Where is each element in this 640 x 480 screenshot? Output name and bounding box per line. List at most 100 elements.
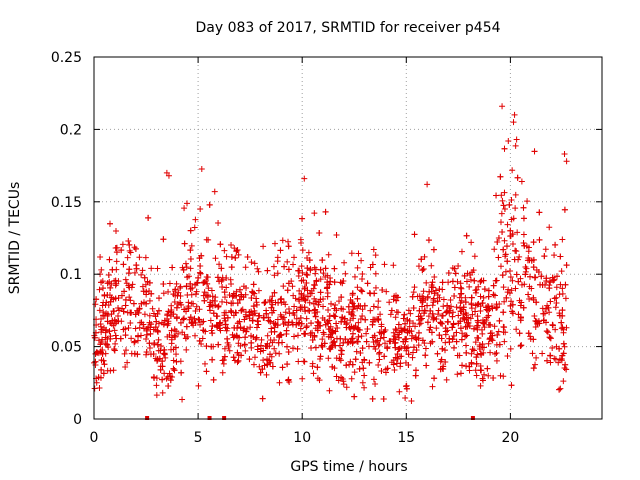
- data-point: [219, 284, 226, 291]
- data-point: [490, 375, 497, 382]
- data-point: [439, 312, 446, 319]
- data-point: [378, 330, 385, 337]
- zero-value-marker: [207, 416, 212, 420]
- data-point: [210, 310, 217, 317]
- data-point: [381, 261, 388, 268]
- data-point: [279, 339, 286, 346]
- data-point: [206, 303, 213, 310]
- data-point: [540, 317, 547, 324]
- data-point: [129, 281, 136, 288]
- data-point: [425, 313, 432, 320]
- data-point: [472, 287, 479, 294]
- data-point: [205, 236, 212, 243]
- data-point: [500, 373, 507, 380]
- data-point: [419, 337, 426, 344]
- data-point: [274, 322, 281, 329]
- data-point: [200, 318, 207, 325]
- data-point: [434, 350, 441, 357]
- data-point: [481, 324, 488, 331]
- data-point: [125, 325, 132, 332]
- data-point: [417, 297, 424, 304]
- data-point: [317, 353, 324, 360]
- data-point: [98, 366, 105, 373]
- data-point: [335, 298, 342, 305]
- data-point: [429, 310, 436, 317]
- data-point: [167, 377, 174, 384]
- data-point: [485, 293, 492, 300]
- data-point: [216, 261, 223, 268]
- data-point: [402, 336, 409, 343]
- data-point: [449, 324, 456, 331]
- data-point: [398, 344, 405, 351]
- data-point: [426, 288, 433, 295]
- data-point: [496, 317, 503, 324]
- data-point: [264, 361, 271, 368]
- data-point: [177, 319, 184, 326]
- data-point: [263, 343, 270, 350]
- data-point: [461, 316, 468, 323]
- data-point: [512, 205, 519, 212]
- data-point: [349, 361, 356, 368]
- data-point: [444, 318, 451, 325]
- data-point: [345, 303, 352, 310]
- data-point: [299, 269, 306, 276]
- data-point: [109, 266, 116, 273]
- data-point: [417, 320, 424, 327]
- data-point: [210, 376, 217, 383]
- data-point: [189, 319, 196, 326]
- data-point: [179, 396, 186, 403]
- data-point: [421, 307, 428, 314]
- data-point: [188, 242, 195, 249]
- data-point: [196, 269, 203, 276]
- data-point: [110, 308, 117, 315]
- data-point: [520, 304, 527, 311]
- data-point: [108, 294, 115, 301]
- data-point: [469, 346, 476, 353]
- data-point: [556, 386, 563, 393]
- data-point: [169, 374, 176, 381]
- data-point: [206, 201, 213, 208]
- data-point: [457, 325, 464, 332]
- data-point: [411, 284, 418, 291]
- data-point: [154, 341, 161, 348]
- data-point: [507, 345, 514, 352]
- data-point: [312, 344, 319, 351]
- data-point: [274, 270, 281, 277]
- data-point: [512, 247, 519, 254]
- data-point: [193, 303, 200, 310]
- data-point: [312, 270, 319, 277]
- data-point: [248, 259, 255, 266]
- data-point: [546, 224, 553, 231]
- data-point: [376, 356, 383, 363]
- data-point: [310, 300, 317, 307]
- data-point: [506, 268, 513, 275]
- data-point: [257, 369, 264, 376]
- data-point: [228, 300, 235, 307]
- data-point: [560, 378, 567, 385]
- data-point: [471, 253, 478, 260]
- data-point: [260, 243, 267, 250]
- data-point: [122, 302, 129, 309]
- data-point: [504, 258, 511, 265]
- data-point: [405, 351, 412, 358]
- data-point: [138, 271, 145, 278]
- data-point: [349, 290, 356, 297]
- data-point: [327, 346, 334, 353]
- data-point: [160, 281, 167, 288]
- data-point: [491, 292, 498, 299]
- data-point: [467, 272, 474, 279]
- data-point: [410, 320, 417, 327]
- data-point: [535, 318, 542, 325]
- data-point: [429, 284, 436, 291]
- data-point: [299, 215, 306, 222]
- data-point: [557, 253, 564, 260]
- data-point: [547, 359, 554, 366]
- data-point: [343, 362, 350, 369]
- data-point: [237, 324, 244, 331]
- data-point: [440, 363, 447, 370]
- data-point: [236, 296, 243, 303]
- data-point: [562, 361, 569, 368]
- data-point: [435, 311, 442, 318]
- data-point: [561, 206, 568, 213]
- data-point: [415, 335, 422, 342]
